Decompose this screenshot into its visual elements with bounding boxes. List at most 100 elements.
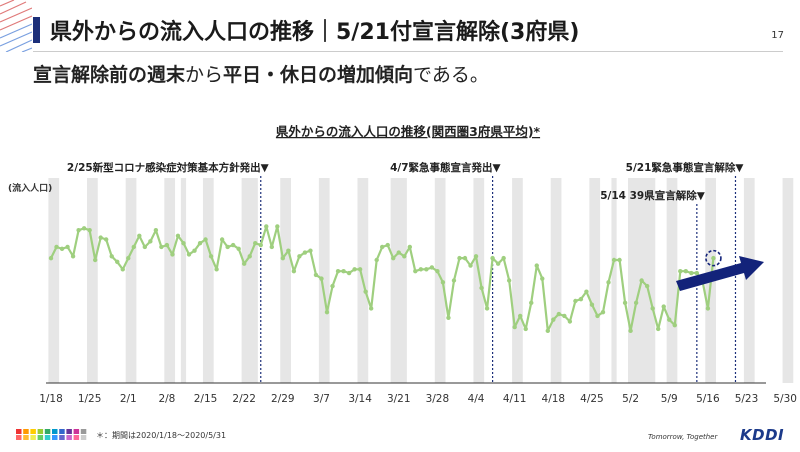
logo-dot (44, 429, 51, 434)
data-point-34 (236, 246, 241, 252)
x-tick-label-4: 2/15 (194, 393, 218, 405)
data-point-64 (402, 254, 407, 259)
holiday-band-8 (318, 178, 330, 383)
x-tick-label-18: 5/23 (735, 393, 759, 405)
subtitle-text-2: である。 (413, 64, 489, 86)
data-point-74 (457, 255, 462, 261)
holiday-band-4 (180, 178, 187, 383)
holiday-band-6 (241, 178, 258, 383)
data-point-4 (70, 254, 76, 259)
data-point-77 (473, 254, 479, 259)
footnote: ＊：期間は2020/1/18～2020/5/31 (96, 431, 227, 440)
data-point-112 (667, 317, 672, 322)
subtitle-emphasis-1: 宣言解除前の週末 (33, 64, 186, 86)
x-tick-label-0: 1/18 (39, 393, 63, 405)
event-annotation-2: 5/14 39県宣言解除▼ (600, 189, 706, 202)
kddi-logo: KDDI (740, 426, 785, 444)
color-dots-logo (16, 429, 87, 440)
logo-dot (59, 429, 65, 434)
page-number: 17 (771, 30, 784, 41)
data-point-7 (87, 227, 92, 233)
logo-dot (59, 435, 65, 440)
data-point-25 (186, 252, 192, 257)
highlight-circle (705, 249, 722, 267)
x-tick-label-9: 3/21 (387, 393, 411, 405)
data-point-20 (159, 244, 164, 250)
x-tick-label-17: 5/16 (696, 393, 720, 405)
data-point-5 (76, 227, 81, 233)
data-point-104 (622, 300, 628, 306)
data-point-11 (109, 254, 114, 259)
data-point-108 (644, 283, 650, 289)
data-point-0 (48, 255, 54, 261)
logo-dot (23, 435, 29, 440)
data-point-58 (368, 306, 374, 311)
data-point-83 (506, 278, 512, 283)
data-point-89 (540, 276, 545, 281)
data-point-44 (291, 268, 297, 274)
x-axis-ticks: 1/18 1/25 2/1 2/8 2/15 2/22 2/29 3/7 3/14 3/21 3/2… (39, 393, 797, 405)
data-point-117 (694, 270, 700, 276)
x-tick-label-14: 4/25 (580, 393, 604, 405)
data-point-85 (518, 313, 523, 319)
holiday-band-21 (782, 178, 794, 383)
data-point-50 (324, 309, 330, 315)
data-point-103 (617, 257, 622, 263)
data-point-98 (589, 302, 595, 307)
holiday-band-16 (611, 178, 617, 383)
data-point-18 (148, 239, 153, 244)
holiday-band-15 (589, 178, 601, 383)
logo-dot (80, 435, 87, 440)
x-tick-label-5: 2/22 (232, 393, 256, 405)
data-point-27 (197, 241, 203, 246)
data-point-12 (115, 259, 120, 265)
data-point-56 (357, 267, 363, 272)
data-point-15 (131, 244, 136, 250)
data-point-54 (346, 270, 352, 276)
holiday-band-14 (550, 178, 562, 383)
data-point-71 (440, 280, 446, 285)
holiday-band-13 (512, 178, 523, 383)
data-point-16 (137, 233, 142, 238)
data-point-87 (529, 300, 534, 306)
data-point-19 (153, 227, 159, 233)
x-tick-label-11: 4/4 (468, 393, 485, 405)
event-lines (260, 176, 737, 383)
data-point-86 (523, 326, 528, 332)
data-point-78 (479, 285, 484, 291)
data-point-63 (396, 250, 401, 255)
data-point-79 (484, 306, 490, 311)
page-title: 県外からの流入人口の推移｜5/21付宣言解除(3府県) (50, 20, 580, 45)
header-divider (33, 51, 783, 52)
data-point-97 (584, 289, 589, 294)
data-point-106 (633, 300, 639, 306)
data-point-120 (711, 255, 716, 261)
y-axis-label: (流入人口) (8, 182, 52, 194)
data-point-48 (313, 272, 319, 278)
data-point-59 (374, 257, 379, 263)
data-point-91 (551, 317, 556, 322)
holiday-band-0 (48, 178, 60, 383)
data-point-80 (490, 255, 495, 261)
data-point-26 (192, 248, 197, 253)
header-stripe-icon (0, 0, 32, 52)
data-point-111 (661, 304, 666, 309)
data-point-114 (678, 268, 683, 274)
logo-dot (37, 435, 44, 440)
logo-dot (52, 435, 58, 440)
data-point-28 (203, 237, 208, 242)
data-point-57 (363, 289, 368, 294)
logo-dot (73, 429, 80, 434)
title-accent-bar (33, 17, 40, 43)
data-point-62 (391, 255, 396, 261)
data-point-119 (705, 306, 711, 311)
trend-arrow-icon (676, 256, 764, 291)
data-point-53 (341, 268, 346, 274)
x-tick-label-3: 2/8 (158, 393, 175, 405)
x-tick-label-12: 4/11 (503, 393, 527, 405)
holiday-band-5 (202, 178, 214, 383)
logo-dot (30, 429, 36, 434)
x-tick-label-6: 2/29 (271, 393, 295, 405)
data-point-43 (286, 248, 291, 253)
